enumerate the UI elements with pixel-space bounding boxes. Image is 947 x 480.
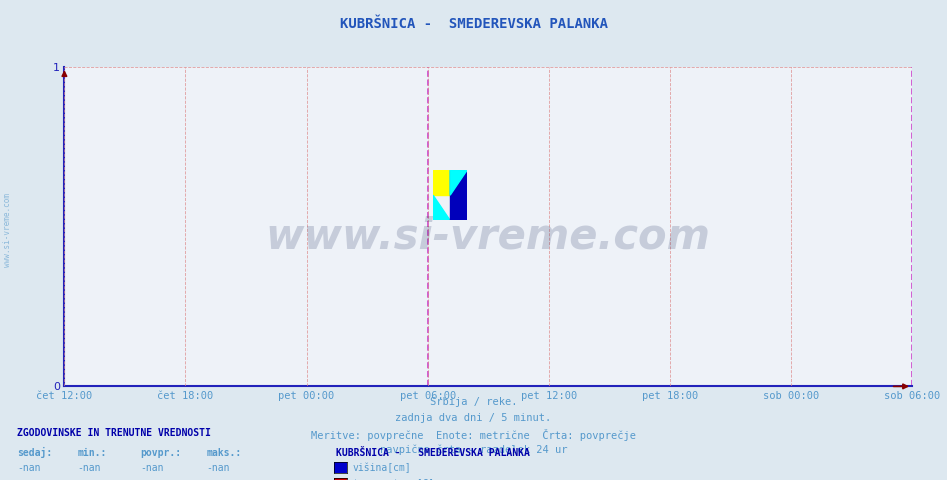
Polygon shape: [450, 170, 467, 195]
Text: -nan: -nan: [140, 463, 164, 473]
Text: Meritve: povprečne  Enote: metrične  Črta: povprečje: Meritve: povprečne Enote: metrične Črta:…: [311, 429, 636, 441]
Bar: [450, 170, 467, 220]
Text: -nan: -nan: [78, 463, 101, 473]
Text: www.si-vreme.com: www.si-vreme.com: [266, 216, 710, 257]
Text: maks.:: maks.:: [206, 448, 241, 458]
Polygon shape: [433, 195, 450, 220]
Text: -nan: -nan: [206, 463, 230, 473]
Text: Srbija / reke.: Srbija / reke.: [430, 397, 517, 407]
Text: -nan: -nan: [140, 479, 164, 480]
Text: ZGODOVINSKE IN TRENUTNE VREDNOSTI: ZGODOVINSKE IN TRENUTNE VREDNOSTI: [17, 428, 211, 438]
Text: višina[cm]: višina[cm]: [352, 463, 411, 473]
Text: sedaj:: sedaj:: [17, 447, 52, 458]
Text: povpr.:: povpr.:: [140, 448, 181, 458]
Text: www.si-vreme.com: www.si-vreme.com: [3, 193, 12, 267]
Text: -nan: -nan: [17, 463, 41, 473]
Text: zadnja dva dni / 5 minut.: zadnja dva dni / 5 minut.: [396, 413, 551, 423]
Text: KUBRŠNICA -   SMEDEREVSKA PALANKA: KUBRŠNICA - SMEDEREVSKA PALANKA: [336, 448, 530, 458]
Text: temperatura[C]: temperatura[C]: [352, 479, 435, 480]
Text: min.:: min.:: [78, 448, 107, 458]
Text: -nan: -nan: [206, 479, 230, 480]
Text: -nan: -nan: [78, 479, 101, 480]
Text: navpična črta - razdelek 24 ur: navpična črta - razdelek 24 ur: [380, 444, 567, 455]
Text: -nan: -nan: [17, 479, 41, 480]
Bar: [433, 170, 450, 195]
Text: KUBRŠNICA -  SMEDEREVSKA PALANKA: KUBRŠNICA - SMEDEREVSKA PALANKA: [340, 17, 607, 31]
